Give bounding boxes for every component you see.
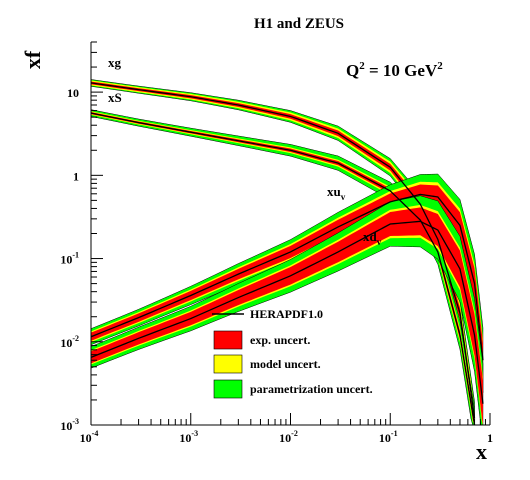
legend-label-exp: exp. uncert.	[250, 333, 310, 347]
y-tick-label: 10	[67, 86, 79, 100]
chart-title: H1 and ZEUS	[254, 16, 344, 32]
y-tick-label: 10-1	[60, 251, 79, 267]
xg-label: xg	[108, 55, 122, 70]
xdv-label: xdv	[363, 229, 382, 247]
x-tick-label: 10-2	[279, 429, 298, 445]
legend-entry-param: parametrization uncert.	[213, 379, 373, 399]
central-curves	[90, 82, 484, 426]
y-tick-label: 10-2	[60, 334, 79, 350]
xuv-label: xuv	[327, 184, 346, 202]
xs-label: xS	[108, 90, 122, 105]
legend-entry-exp: exp. uncert.	[213, 330, 310, 350]
xs-central-line	[90, 112, 476, 426]
legend-label-model: model uncert.	[250, 357, 321, 371]
legend-label-central: HERAPDF1.0	[250, 307, 323, 321]
legend-swatch-param	[213, 379, 243, 399]
x-tick-label: 10-1	[379, 429, 398, 445]
xg-central-line	[90, 82, 476, 419]
x-tick-label: 10-3	[179, 429, 198, 445]
xdv-exp-band	[91, 207, 483, 425]
legend-label-param: parametrization uncert.	[250, 382, 373, 396]
y-tick-label: 1	[73, 169, 79, 183]
legend-entry-model: model uncert.	[213, 354, 321, 374]
legend-entry-central: HERAPDF1.0	[212, 307, 323, 321]
y-axis-label: xf	[20, 50, 45, 69]
y-tick-label: 10-3	[60, 417, 79, 433]
axes	[90, 41, 491, 426]
xuv-central-line	[90, 193, 484, 361]
xdv-central-line	[90, 220, 484, 404]
q2-annotation: Q2 = 10 GeV2	[346, 60, 443, 80]
legend: HERAPDF1.0 exp. uncert. model uncert. param…	[212, 307, 373, 399]
x-axis-label: x	[476, 439, 487, 464]
x-tick-label: 1	[487, 431, 493, 445]
uncertainty-bands	[90, 79, 484, 426]
legend-swatch-model	[213, 354, 243, 374]
x-tick-label: 10-4	[80, 429, 99, 445]
series-labels: xg xS xuv xdv	[108, 55, 382, 247]
legend-swatch-exp	[213, 330, 243, 350]
